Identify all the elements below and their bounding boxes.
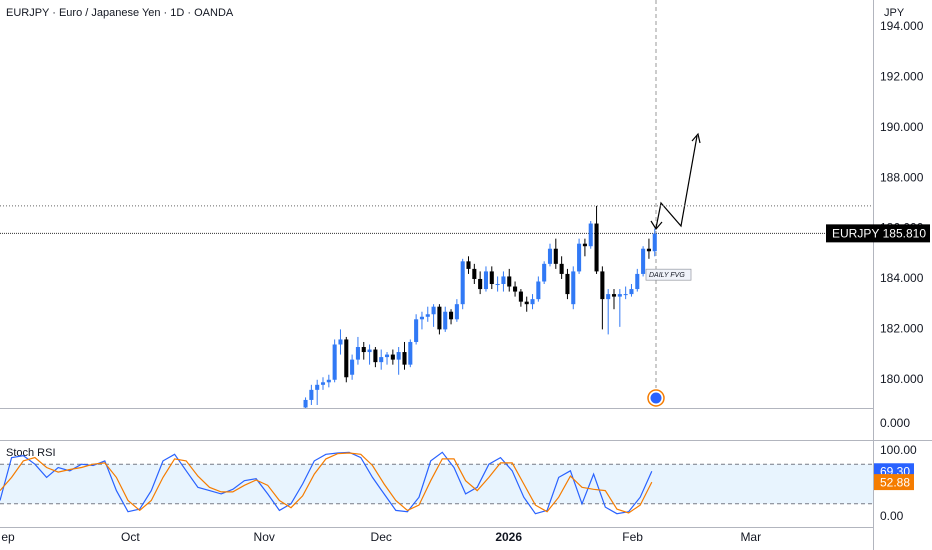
candle-body [320, 382, 326, 385]
candle-body [489, 271, 494, 285]
candle-body [588, 223, 593, 247]
candle-body [629, 289, 634, 295]
candle-body [478, 278, 483, 290]
candle-body [652, 233, 657, 252]
candle-body [623, 294, 628, 296]
x-tick-label: ep [1, 530, 15, 544]
candle-body [332, 344, 337, 380]
candle-body [379, 357, 384, 363]
candle-body [309, 389, 314, 400]
annotation-box [645, 268, 692, 281]
candle-body [466, 261, 471, 269]
value-badge [874, 474, 914, 491]
arrow-head [691, 132, 701, 144]
candle-body [547, 248, 553, 264]
candle-body [425, 314, 430, 317]
candle-body [443, 311, 448, 330]
y-tick-label: 192.000 [880, 70, 924, 84]
candle-body [408, 341, 413, 365]
candle-body [559, 263, 564, 274]
stoch-line [0, 451, 653, 515]
candle-body [384, 354, 390, 358]
candle-body [396, 352, 401, 360]
y-tick-label: 188.000 [880, 170, 924, 184]
candle-body [367, 349, 372, 353]
candle-body [315, 384, 320, 390]
x-tick-label: Feb [622, 530, 643, 544]
candle-body [355, 347, 360, 360]
candle-body [646, 248, 651, 252]
x-tick-label: 2026 [495, 530, 522, 544]
candle-body [577, 243, 582, 272]
candle-body [582, 243, 587, 247]
candle-body [338, 339, 343, 345]
candle-body [641, 248, 646, 274]
candle-body [303, 399, 308, 408]
chart-title: EURJPY · Euro / Japanese Yen · 1D · OAND… [6, 7, 234, 19]
y-tick-label: 184.000 [880, 271, 924, 285]
candle-body [350, 359, 355, 375]
candle-body [326, 379, 331, 383]
price-label: 185.810 [883, 227, 927, 241]
y-tick-label: 194.000 [880, 19, 924, 33]
y-tick-label: 190.000 [880, 120, 924, 134]
candle-body [431, 306, 436, 315]
candle-body [611, 294, 617, 297]
stoch-line [0, 452, 653, 514]
x-tick-label: Oct [121, 530, 140, 544]
candle-body [390, 354, 395, 360]
candle-body [513, 286, 518, 292]
candle-body [419, 316, 424, 320]
candle-body [472, 268, 477, 279]
candle-body [553, 248, 558, 264]
y-tick-label: 0.000 [880, 416, 910, 430]
candle-body [530, 299, 535, 305]
candle-body [402, 352, 407, 365]
candle-body [600, 271, 605, 300]
y-tick-label: 100.00 [880, 443, 917, 457]
x-tick-label: Dec [371, 530, 392, 544]
candle-body [414, 319, 419, 342]
candle-body [635, 273, 640, 290]
candle-body [344, 339, 349, 378]
event-icon-dot [650, 392, 662, 404]
candle-body [437, 306, 442, 330]
candle-body [361, 347, 366, 353]
candle-body [565, 273, 570, 295]
x-tick-label: Mar [740, 530, 761, 544]
candle-body [536, 281, 541, 300]
candle-body [542, 263, 547, 282]
candle-body [501, 276, 506, 285]
candle-body [524, 301, 529, 305]
arrow-head [650, 220, 663, 231]
candle-body [606, 294, 611, 300]
candle-body [507, 276, 512, 287]
unit-label: JPY [884, 7, 905, 19]
y-tick-label: 180.000 [880, 372, 924, 386]
x-tick-label: Nov [254, 530, 275, 544]
candle-body [449, 311, 454, 320]
price-badge [826, 224, 930, 243]
candle-body [495, 284, 500, 286]
candle-body [483, 271, 489, 290]
candle-body [460, 261, 465, 305]
value-badge-label: 52.88 [880, 475, 910, 489]
y-tick-label: 182.000 [880, 322, 924, 336]
candle-body [571, 271, 576, 305]
candle-body [594, 223, 599, 272]
price-symbol: EURJPY [832, 227, 879, 241]
projection-arrow [655, 135, 698, 229]
candle-body [518, 291, 523, 302]
y-tick-label: 0.00 [880, 509, 904, 523]
candle-body [617, 294, 622, 297]
annotation: DAILY FVG [649, 272, 685, 279]
candle-body [454, 304, 459, 320]
candles [303, 205, 657, 408]
candle-body [373, 349, 378, 363]
